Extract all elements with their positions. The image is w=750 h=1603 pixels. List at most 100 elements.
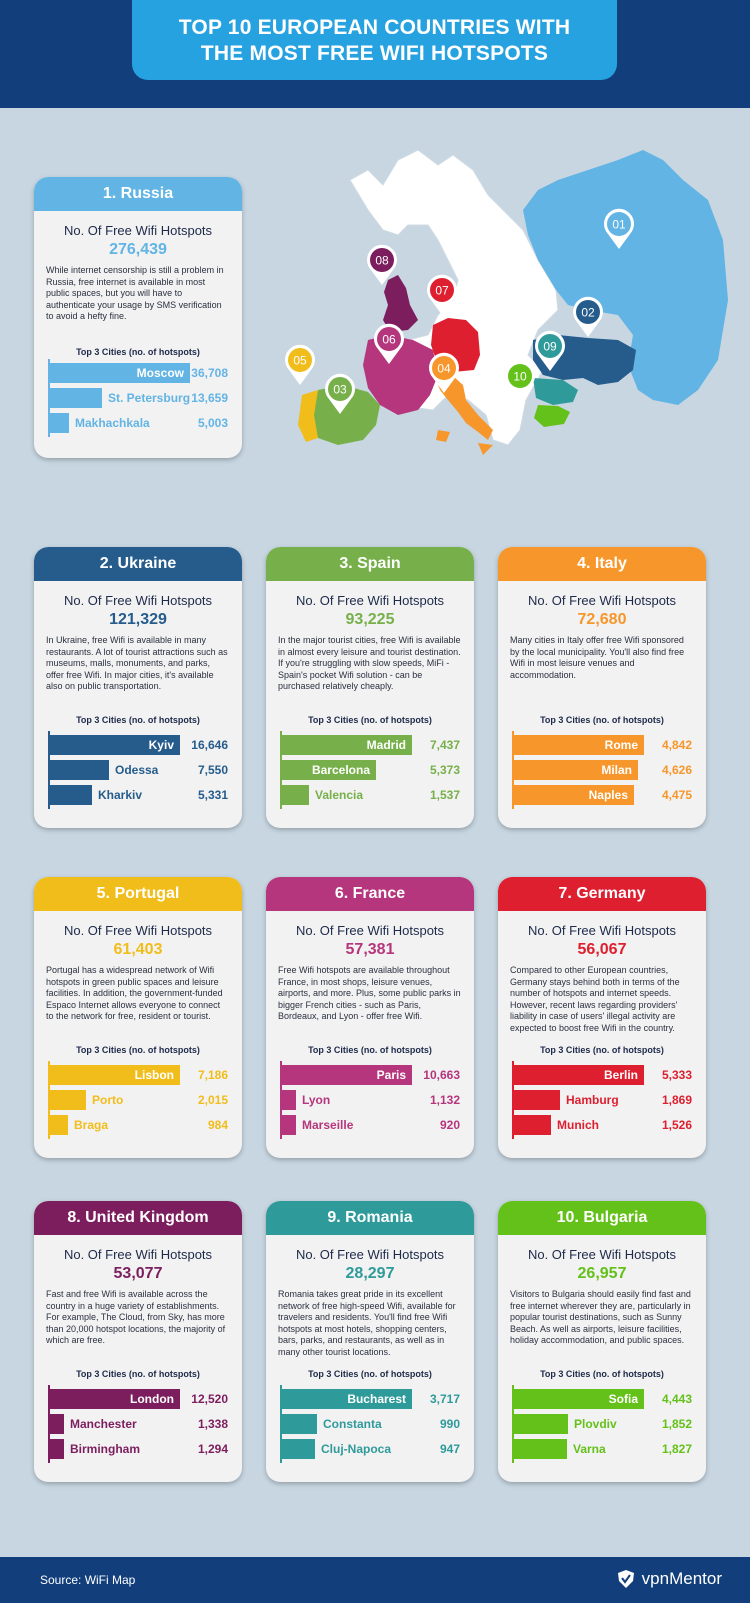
map-pin-icon: 06 bbox=[374, 323, 404, 364]
city-bar-fill bbox=[514, 1115, 551, 1135]
city-bar: Milan 4,626 bbox=[514, 760, 694, 780]
map-pin-icon: 02 bbox=[573, 296, 603, 337]
city-bar: Braga 984 bbox=[50, 1115, 230, 1135]
source-note: Source: WiFi Map bbox=[40, 1573, 136, 1587]
city-bar: Lyon 1,132 bbox=[282, 1090, 462, 1110]
city-name: Birmingham bbox=[70, 1442, 141, 1456]
bar-axis bbox=[512, 1385, 514, 1463]
city-bar: Kyiv 16,646 bbox=[50, 735, 230, 755]
country-description: Visitors to Bulgaria should easily find … bbox=[510, 1289, 691, 1345]
map-pin-icon: 05 bbox=[285, 344, 315, 385]
top3-label: Top 3 Cities (no. of hotspots) bbox=[540, 1045, 664, 1055]
hotspot-total: 57,381 bbox=[345, 941, 395, 958]
city-bar: Manchester 1,338 bbox=[50, 1414, 230, 1434]
city-bar-fill bbox=[50, 1414, 64, 1434]
city-bar-fill bbox=[50, 1115, 68, 1135]
city-bar: Madrid 7,437 bbox=[282, 735, 462, 755]
city-bar-fill bbox=[50, 1065, 180, 1085]
city-bar-fill bbox=[50, 735, 180, 755]
top3-bar-chart: Moscow 36,708 St. Petersburg 13,659 Makhachk… bbox=[48, 359, 228, 437]
city-bar: Berlin 5,333 bbox=[514, 1065, 694, 1085]
hotspots-label: No. Of Free Wifi Hotspots bbox=[527, 1247, 677, 1262]
city-bar-fill bbox=[514, 735, 644, 755]
city-name: Rome bbox=[604, 738, 638, 752]
city-value: 4,626 bbox=[661, 763, 692, 777]
title-line-2: THE MOST FREE WIFI HOTSPOTS bbox=[200, 42, 549, 65]
hotspots-label: No. Of Free Wifi Hotspots bbox=[295, 923, 445, 938]
city-name: Varna bbox=[573, 1442, 606, 1456]
city-bar: Hamburg 1,869 bbox=[514, 1090, 694, 1110]
top3-bar-chart: Lisbon 7,186 Porto 2,015 Braga 984 bbox=[48, 1061, 228, 1139]
top3-label: Top 3 Cities (no. of hotspots) bbox=[540, 1369, 664, 1379]
city-name: Plovdiv bbox=[574, 1417, 617, 1431]
map-pin-label: 07 bbox=[435, 284, 449, 298]
card-title: 4. Italy bbox=[498, 547, 706, 581]
map-region-italy bbox=[436, 376, 493, 455]
map-pin-label: 08 bbox=[375, 254, 389, 268]
top3-bar-chart: Paris 10,663 Lyon 1,132 Marseille 920 bbox=[280, 1061, 460, 1139]
hotspot-total: 276,439 bbox=[109, 241, 167, 258]
city-bar-fill bbox=[514, 1090, 560, 1110]
city-bar: Makhachkala 5,003 bbox=[50, 413, 230, 433]
city-bar: Marseille 920 bbox=[282, 1115, 462, 1135]
top3-label: Top 3 Cities (no. of hotspots) bbox=[540, 715, 664, 725]
city-name: Valencia bbox=[315, 788, 364, 802]
country-description: Many cities in Italy offer free Wifi spo… bbox=[510, 635, 685, 680]
hotspots-label: No. Of Free Wifi Hotspots bbox=[63, 1247, 213, 1262]
country-description: While internet censorship is still a pro… bbox=[46, 265, 224, 321]
city-value: 1,526 bbox=[661, 1118, 692, 1132]
card-title: 3. Spain bbox=[266, 547, 474, 581]
country-card: 5. Portugal No. Of Free Wifi Hotspots 61,4… bbox=[34, 877, 242, 1158]
city-bar: Cluj-Napoca 947 bbox=[282, 1439, 462, 1459]
city-name: Munich bbox=[557, 1118, 599, 1132]
city-bar: Barcelona 5,373 bbox=[282, 760, 462, 780]
card-title: 1. Russia bbox=[34, 177, 242, 211]
city-value: 4,842 bbox=[661, 738, 692, 752]
shield-icon bbox=[617, 1570, 634, 1588]
city-bar-fill bbox=[514, 1065, 644, 1085]
top3-bar-chart: London 12,520 Manchester 1,338 Birmingham 1,2… bbox=[48, 1385, 228, 1463]
city-name: London bbox=[130, 1392, 174, 1406]
hotspots-label: No. Of Free Wifi Hotspots bbox=[63, 223, 213, 238]
city-bar-fill bbox=[282, 1414, 317, 1434]
bar-axis bbox=[280, 1061, 282, 1139]
city-name: Lisbon bbox=[134, 1068, 174, 1082]
city-name: Bucharest bbox=[347, 1392, 406, 1406]
map-region-bulgaria bbox=[534, 405, 570, 427]
city-value: 5,331 bbox=[197, 788, 228, 802]
country-card: 9. Romania No. Of Free Wifi Hotspots 28,29… bbox=[266, 1201, 474, 1482]
city-bar-fill bbox=[514, 1439, 567, 1459]
card-title: 7. Germany bbox=[498, 877, 706, 911]
city-bar-fill bbox=[514, 1414, 568, 1434]
city-bar-fill bbox=[50, 1389, 180, 1409]
top3-bar-chart: Berlin 5,333 Hamburg 1,869 Munich 1,526 bbox=[512, 1061, 692, 1139]
hotspots-label: No. Of Free Wifi Hotspots bbox=[295, 1247, 445, 1262]
city-bar: St. Petersburg 13,659 bbox=[50, 388, 230, 408]
card-title: 10. Bulgaria bbox=[498, 1201, 706, 1235]
city-value: 1,294 bbox=[197, 1442, 228, 1456]
city-value: 1,869 bbox=[661, 1093, 692, 1107]
city-value: 947 bbox=[439, 1442, 460, 1456]
hotspot-total: 121,329 bbox=[109, 611, 167, 628]
page-title: TOP 10 EUROPEAN COUNTRIES WITH THE MOST … bbox=[132, 0, 617, 80]
europe-map bbox=[298, 149, 728, 455]
city-value: 36,708 bbox=[191, 366, 228, 380]
card-title: 9. Romania bbox=[266, 1201, 474, 1235]
card-title: 8. United Kingdom bbox=[34, 1201, 242, 1235]
map-pin-label: 01 bbox=[612, 218, 626, 232]
hotspot-total: 28,297 bbox=[345, 1265, 395, 1282]
city-bar-fill bbox=[514, 760, 638, 780]
country-card: 4. Italy No. Of Free Wifi Hotspots 72,680 M… bbox=[498, 547, 706, 828]
country-description: Compared to other European countries, Ge… bbox=[510, 965, 680, 1033]
top3-bar-chart: Rome 4,842 Milan 4,626 Naples 4,475 bbox=[512, 731, 692, 809]
city-value: 2,015 bbox=[197, 1093, 228, 1107]
city-bar-fill bbox=[282, 1090, 296, 1110]
map-pin-label: 09 bbox=[543, 340, 557, 354]
city-bar-fill bbox=[514, 1389, 644, 1409]
top3-bar-chart: Bucharest 3,717 Constanta 990 Cluj-Napoca 947 bbox=[280, 1385, 460, 1463]
map-pin-icon: 07 bbox=[427, 274, 457, 315]
city-value: 990 bbox=[439, 1417, 460, 1431]
hotspots-label: No. Of Free Wifi Hotspots bbox=[527, 593, 677, 608]
hotspots-label: No. Of Free Wifi Hotspots bbox=[63, 923, 213, 938]
top3-bar-chart: Madrid 7,437 Barcelona 5,373 Valencia 1,537 bbox=[280, 731, 460, 809]
